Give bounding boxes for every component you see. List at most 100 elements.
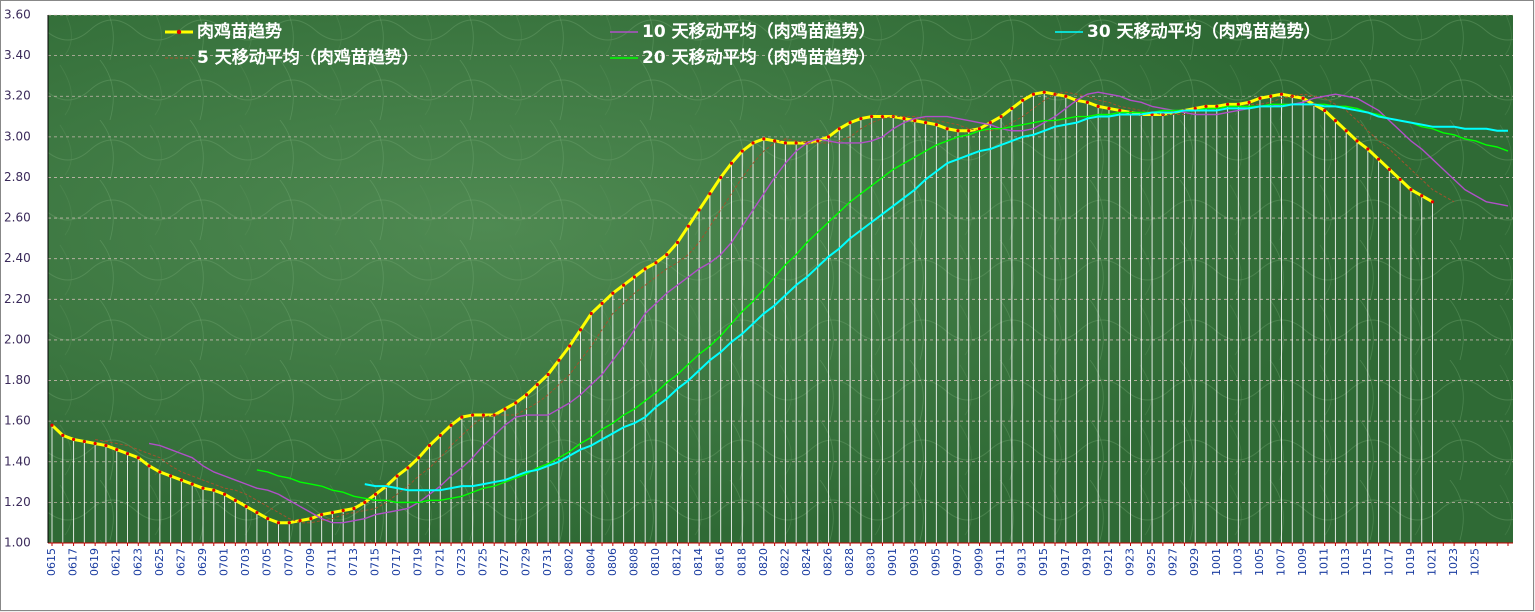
x-tick-label: 0814 (692, 548, 705, 576)
point (1021, 98, 1025, 102)
point (924, 121, 928, 125)
point (611, 291, 615, 295)
point (816, 139, 820, 143)
point (535, 383, 539, 387)
x-tick-label: 0927 (1167, 548, 1180, 576)
point (870, 114, 874, 119)
point (492, 413, 496, 417)
x-tick-label: 0820 (757, 548, 770, 576)
x-tick-label: 0915 (1037, 548, 1050, 576)
x-tick-label: 0903 (908, 548, 921, 576)
point (1225, 102, 1230, 106)
x-tick-label: 0627 (174, 548, 187, 576)
y-tick-label: 1.20 (4, 495, 31, 509)
x-tick-label: 0727 (498, 548, 511, 576)
point (1398, 177, 1402, 182)
x-tick-label: 1007 (1275, 548, 1288, 576)
x-tick-label: 0629 (196, 548, 209, 576)
point (1193, 106, 1197, 111)
x-tick-label: 0810 (649, 548, 662, 576)
x-tick-label: 0701 (218, 548, 231, 576)
x-tick-label: 0909 (973, 548, 986, 576)
x-tick-label: 0901 (886, 548, 899, 576)
point (255, 510, 259, 515)
x-tick-label: 0913 (1016, 548, 1029, 576)
point (330, 510, 335, 515)
x-tick-label: 1019 (1404, 548, 1417, 576)
point (287, 521, 291, 525)
point (837, 127, 841, 131)
point (71, 437, 76, 442)
x-tick-label: 0923 (1124, 548, 1137, 576)
point (406, 466, 410, 470)
point (729, 161, 734, 165)
point (471, 413, 475, 417)
point (266, 517, 270, 521)
x-tick-label: 0919 (1080, 548, 1093, 576)
x-tick-label: 0816 (714, 548, 727, 576)
point (643, 267, 647, 271)
point (675, 240, 680, 245)
point (352, 506, 356, 511)
point (373, 492, 378, 496)
point (697, 208, 701, 212)
point (460, 415, 464, 419)
point (589, 311, 593, 316)
point (719, 175, 723, 180)
x-tick-label: 0617 (67, 548, 80, 576)
y-tick-label: 2.00 (4, 332, 31, 346)
x-tick-label: 1005 (1253, 548, 1266, 576)
point (708, 192, 712, 196)
y-tick-label: 3.60 (4, 8, 31, 22)
point (1258, 96, 1262, 100)
point (1420, 194, 1424, 198)
x-tick-label: 0911 (994, 548, 1007, 576)
x-tick-label: 0917 (1059, 548, 1072, 576)
x-tick-label: 0929 (1188, 548, 1201, 576)
point (449, 423, 453, 427)
point (1355, 139, 1359, 143)
point (1269, 94, 1273, 98)
x-tick-label: 0828 (843, 548, 856, 576)
x-tick-label: 0623 (131, 548, 144, 576)
point (1366, 147, 1370, 151)
x-tick-label: 0723 (455, 548, 468, 576)
point (524, 393, 529, 397)
point (578, 328, 583, 332)
x-tick-label: 1023 (1447, 548, 1460, 576)
point (50, 423, 54, 427)
point (600, 301, 604, 305)
x-tick-label: 0619 (88, 548, 101, 576)
point (740, 149, 744, 153)
point (568, 344, 572, 348)
point (115, 447, 119, 452)
x-tick-label: 0713 (347, 548, 360, 576)
point (1107, 106, 1111, 111)
point (341, 508, 345, 513)
point (977, 127, 982, 131)
point (632, 275, 637, 279)
point (557, 358, 561, 362)
point (158, 470, 162, 474)
x-tick-label: 1001 (1210, 548, 1223, 576)
y-tick-label: 1.00 (4, 536, 31, 550)
y-tick-label: 1.40 (4, 454, 31, 468)
point (514, 401, 518, 405)
point (395, 474, 399, 478)
point (1333, 119, 1338, 123)
x-tick-label: 1017 (1382, 548, 1395, 576)
point (190, 482, 194, 486)
point (417, 456, 421, 460)
point (686, 224, 690, 228)
x-tick-label: 0707 (282, 548, 295, 576)
y-tick-label: 1.80 (4, 373, 31, 387)
point (988, 121, 992, 125)
point (212, 488, 216, 492)
y-tick-label: 2.40 (4, 251, 31, 265)
legend-label: 肉鸡苗趋势 (197, 21, 282, 42)
lines (50, 90, 1509, 525)
x-tick-label: 1013 (1339, 548, 1352, 576)
x-tick-label: 1003 (1231, 548, 1244, 576)
point (967, 129, 971, 133)
